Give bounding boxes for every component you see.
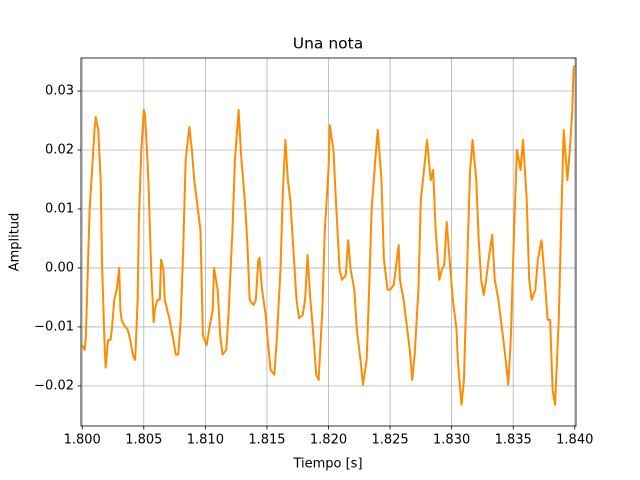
x-axis-label: Tiempo [s] [292, 457, 362, 472]
plot-area [81, 64, 576, 406]
x-tick-label: 1.825 [371, 433, 408, 448]
chart-title: Una nota [293, 35, 363, 53]
x-tick-label: 1.810 [187, 433, 224, 448]
ticks: 1.800 1.805 1.810 1.815 1.820 1.825 1.830 1.835… [34, 84, 593, 448]
x-tick-label: 1.815 [248, 433, 285, 448]
line-series [81, 64, 576, 406]
y-tick-label: −0.02 [34, 378, 74, 393]
x-tick-label: 1.805 [125, 433, 162, 448]
y-tick-label: 0.02 [45, 143, 74, 158]
y-tick-label: 0.00 [45, 260, 74, 275]
x-tick-label: 1.820 [310, 433, 347, 448]
x-tick-label: 1.835 [495, 433, 532, 448]
x-tick-label: 1.830 [433, 433, 470, 448]
y-axis-label: Amplitud [8, 213, 23, 272]
y-tick-label: 0.01 [45, 201, 74, 216]
x-tick-label: 1.840 [556, 433, 593, 448]
y-tick-label: −0.01 [34, 319, 74, 334]
x-tick-label: 1.800 [64, 433, 101, 448]
y-tick-label: 0.03 [45, 84, 74, 99]
